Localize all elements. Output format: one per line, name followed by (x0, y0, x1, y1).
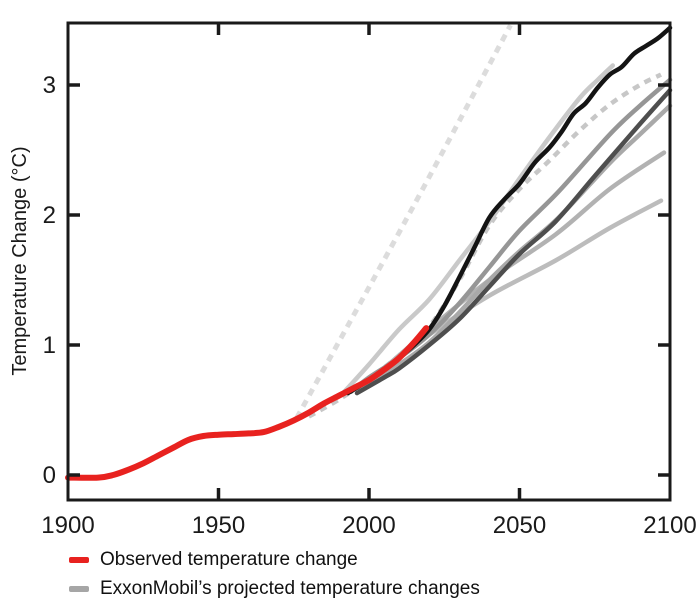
x-axis-tick-label-2050: 2050 (493, 512, 546, 539)
x-axis-tick-label-1950: 1950 (192, 512, 245, 539)
y-axis-tick-label-3: 3 (43, 72, 56, 99)
y-axis-tick-label-1: 1 (43, 332, 56, 359)
observed-line-swatch (69, 556, 89, 563)
y-axis-tick-label-0: 0 (43, 462, 56, 489)
y-axis-title: Temperature Change (°C) (9, 146, 31, 376)
axes-frame (66, 21, 672, 502)
x-axis-tick-label-1900: 1900 (41, 512, 94, 539)
y-axis-tick-label-2: 2 (43, 202, 56, 229)
chart-line-exxon-projection-medium-2 (357, 103, 673, 392)
x-axis-tick-label-2100: 2100 (643, 512, 696, 539)
chart-line-exxon-projection-dashed-steep (294, 24, 513, 420)
legend-item-projected: ExxonMobil’s projected temperature chang… (69, 574, 480, 603)
chart-legend: Observed temperature change ExxonMobil’s… (69, 545, 480, 603)
x-axis-tick-label-2000: 2000 (342, 512, 395, 539)
chart-line-exxon-projection-dashed-2 (307, 72, 662, 419)
chart-line-observed-temperature (65, 325, 430, 481)
projected-line-swatch (69, 585, 89, 592)
legend-label-observed: Observed temperature change (100, 548, 358, 570)
chart-line-exxon-projection-black (345, 25, 673, 396)
legend-item-observed: Observed temperature change (69, 545, 480, 574)
chart-line-exxon-projection-dark (354, 87, 673, 396)
legend-label-projected: ExxonMobil’s projected temperature chang… (100, 577, 480, 599)
